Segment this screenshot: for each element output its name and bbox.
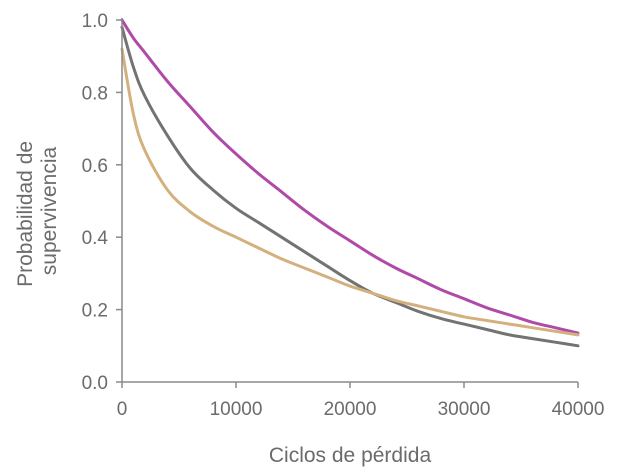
y-axis-title-line-2: supervivencia bbox=[38, 146, 61, 275]
y-tick-label: 0.2 bbox=[82, 301, 108, 322]
x-axis-title: Ciclos de pérdida bbox=[269, 444, 432, 467]
x-tick-label: 20000 bbox=[324, 399, 377, 420]
y-tick-label: 0.0 bbox=[82, 373, 108, 394]
x-ticks: 0 10000 20000 30000 40000 bbox=[117, 382, 605, 420]
x-tick-label: 30000 bbox=[438, 399, 491, 420]
series-layer bbox=[120, 18, 580, 348]
series-line-1 bbox=[120, 18, 580, 335]
y-tick-label: 0.4 bbox=[82, 228, 109, 249]
y-tick-label: 0.8 bbox=[82, 83, 108, 104]
y-tick-label: 0.6 bbox=[82, 156, 108, 177]
y-tick-label: 1.0 bbox=[82, 11, 108, 32]
y-axis-title: Probabilidad de supervivencia bbox=[14, 135, 61, 287]
series-line-3 bbox=[120, 47, 580, 337]
x-tick-label: 0 bbox=[117, 399, 128, 420]
series-line-2 bbox=[120, 25, 580, 348]
y-ticks: 0.0 0.2 0.4 0.6 0.8 1.0 bbox=[82, 11, 122, 394]
x-tick-label: 10000 bbox=[210, 399, 263, 420]
x-tick-label: 40000 bbox=[552, 399, 605, 420]
y-axis-title-line-1: Probabilidad de bbox=[14, 141, 37, 287]
